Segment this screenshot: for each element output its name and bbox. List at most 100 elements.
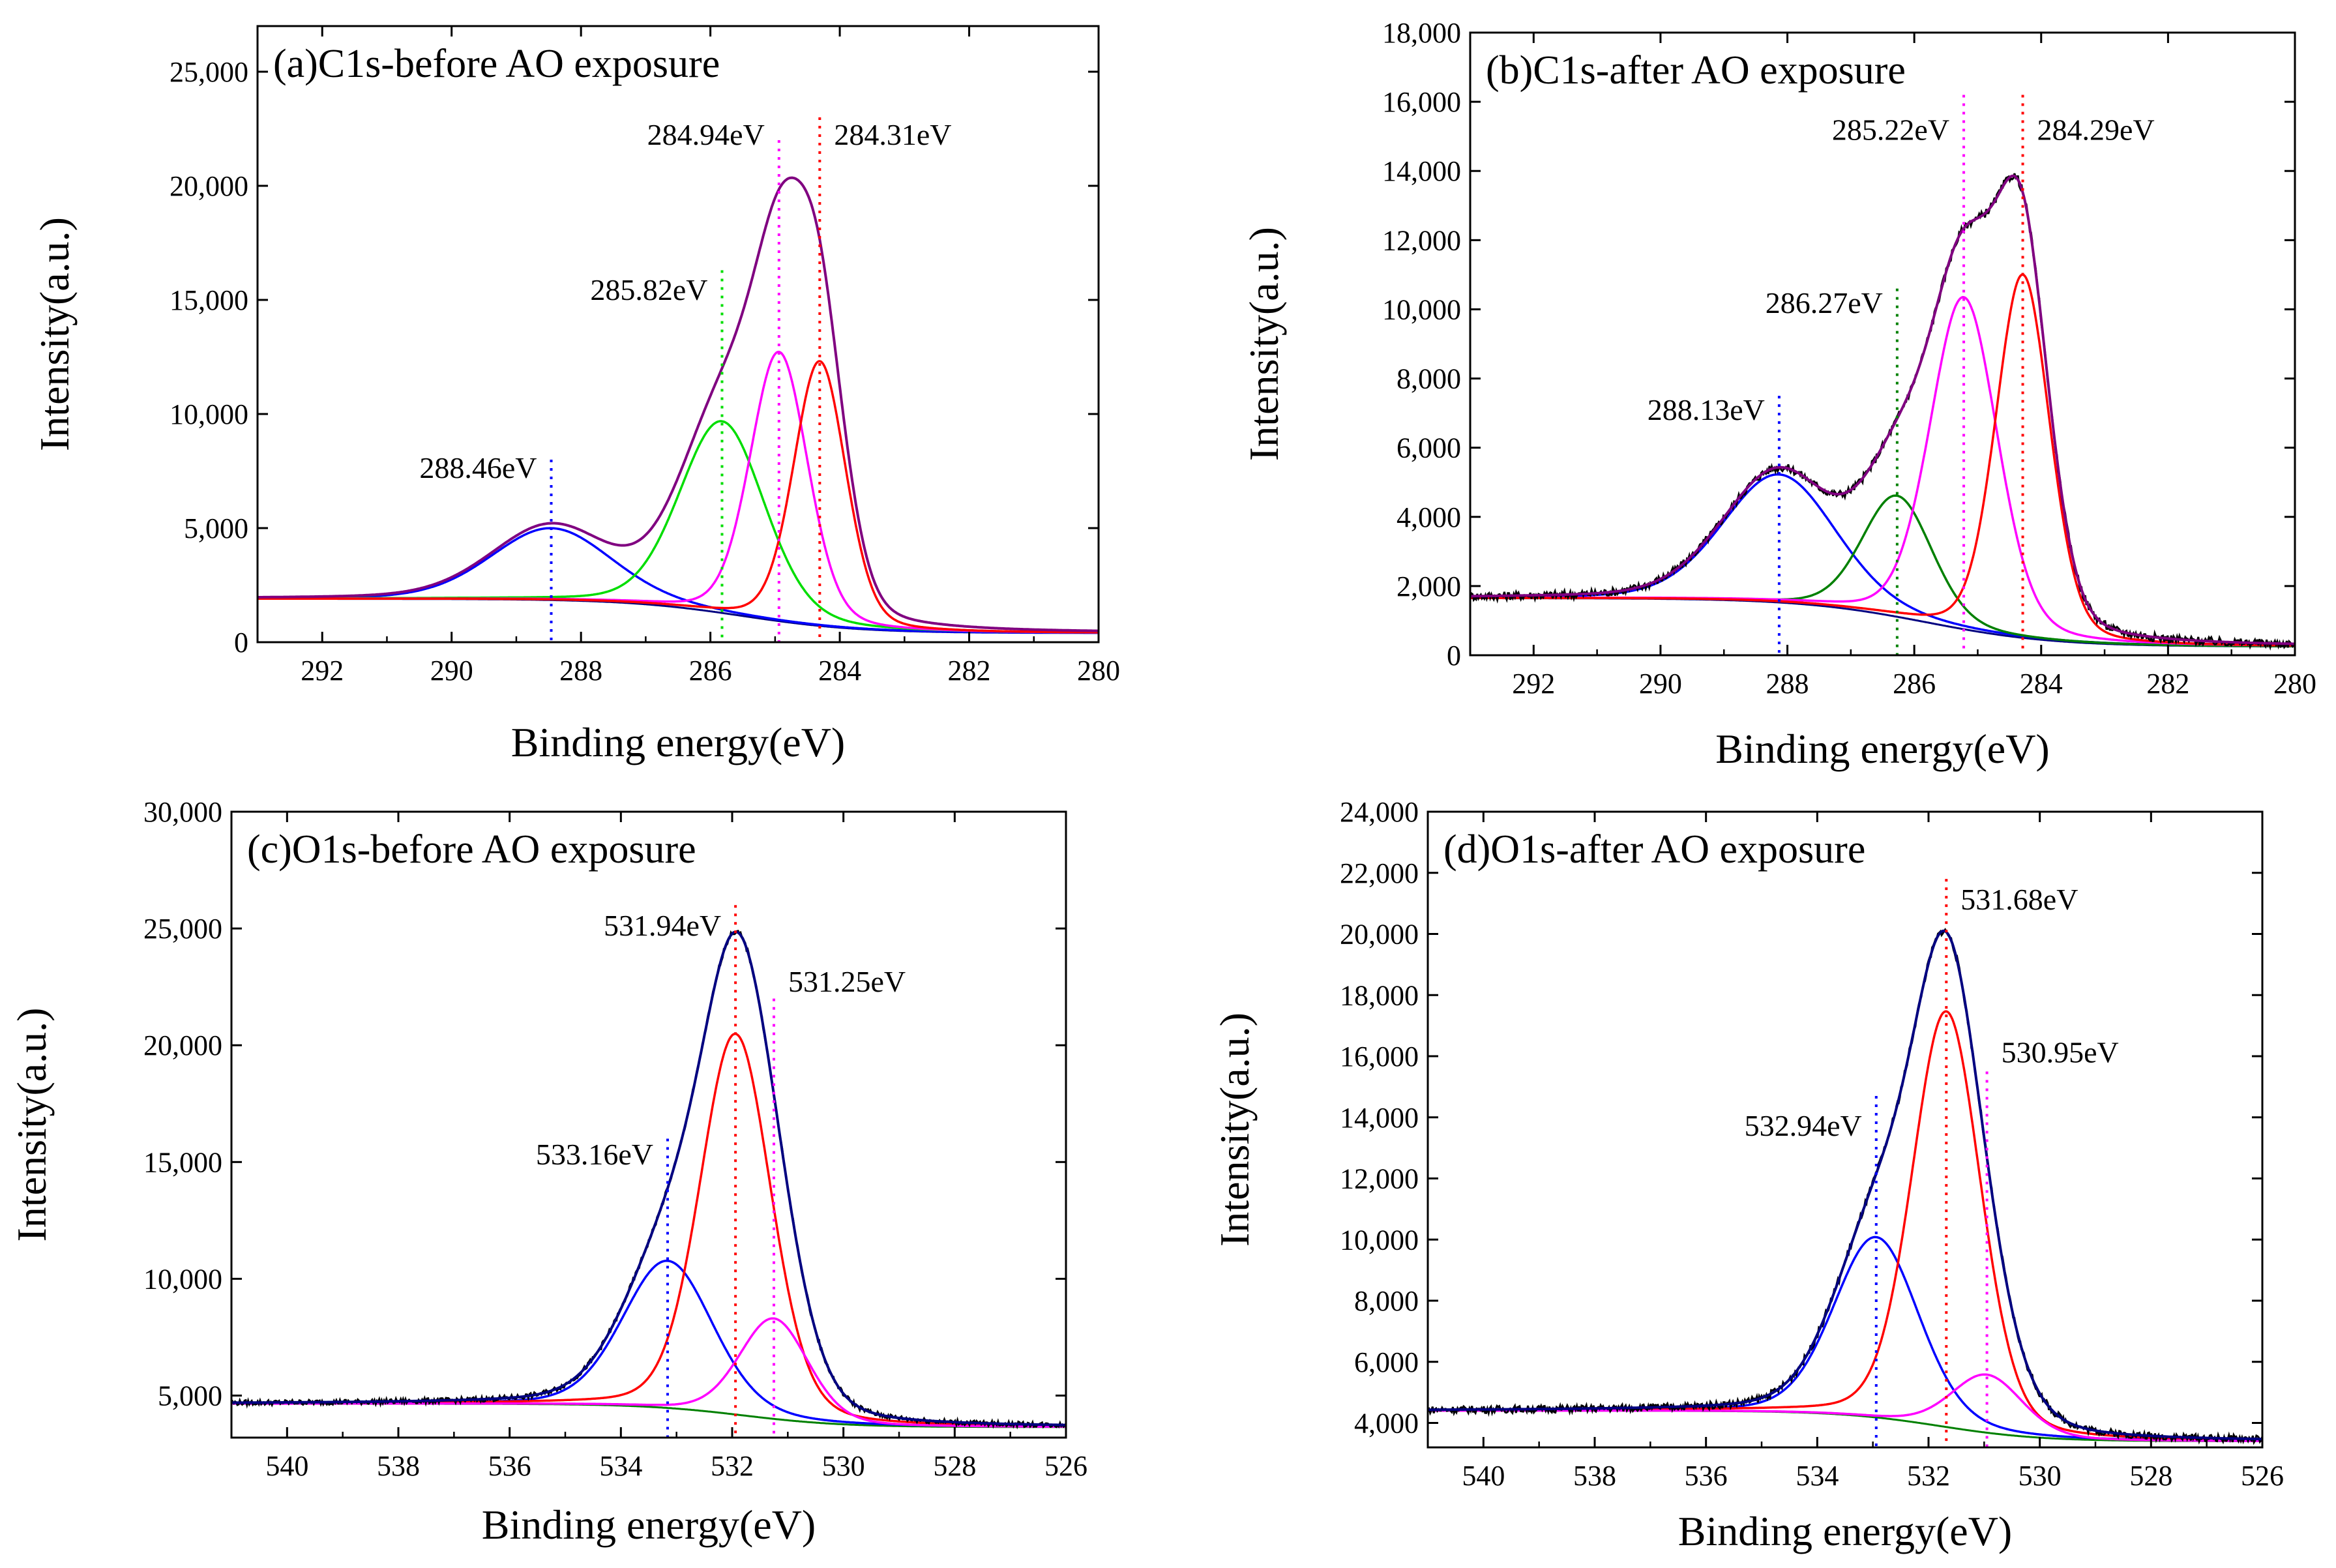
y-tick-label: 24,000 (1340, 796, 1419, 828)
y-tick-label: 22,000 (1340, 857, 1419, 889)
x-tick-label: 290 (1639, 668, 1682, 700)
y-axis-label: Intensity(a.u.) (31, 217, 78, 451)
raw-data-line (231, 930, 1066, 1430)
y-tick-label: 30,000 (143, 796, 222, 828)
component-curve (1428, 1010, 2262, 1442)
plot-area (1470, 173, 2295, 651)
y-tick-label: 16,000 (1340, 1041, 1419, 1072)
y-tick-label: 10,000 (1340, 1224, 1419, 1256)
peak-label: 284.31eV (834, 118, 951, 151)
component-curve (258, 527, 1099, 634)
x-tick-label: 538 (1573, 1460, 1616, 1492)
plot-frame (256, 25, 1100, 643)
peak-label: 288.13eV (1648, 393, 1765, 426)
x-tick-label: 288 (559, 655, 602, 687)
x-tick-label: 530 (822, 1450, 865, 1482)
x-tick-label: 540 (265, 1450, 308, 1482)
peak-label: 284.29eV (2037, 113, 2155, 146)
panel-c-o1s-before: 533.16eV 531.94eV 531.25eV 540 538 536 534 532 5… (8, 796, 1087, 1548)
x-tick-label: 528 (933, 1450, 976, 1482)
y-tick-label: 12,000 (1382, 224, 1461, 256)
plot-frame (230, 810, 1067, 1439)
x-axis-label: Binding energy(eV) (1715, 726, 2049, 772)
peak-label: 286.27eV (1766, 286, 1883, 319)
x-tick-label: 532 (1907, 1460, 1950, 1492)
y-tick-label: 8,000 (1354, 1285, 1419, 1317)
y-tick-label: 15,000 (143, 1146, 222, 1178)
y-tick-label: 6,000 (1354, 1346, 1419, 1378)
y-tick-label: 0 (234, 627, 248, 658)
y-tick-label: 6,000 (1397, 432, 1461, 464)
x-tick-label: 526 (2241, 1460, 2284, 1492)
y-tick-label: 25,000 (170, 56, 248, 88)
component-curve (231, 1317, 1066, 1428)
component-curve (231, 1033, 1066, 1427)
component-curve (1428, 1373, 2262, 1442)
peak-label: 531.68eV (1960, 883, 2078, 916)
peak-label: 288.46eV (419, 451, 537, 484)
panel-b-c1s-after: 288.13eV 286.27eV 285.22eV 284.29eV 292 290 28… (1241, 17, 2316, 772)
envelope-fit-line (1428, 929, 2262, 1441)
x-tick-label: 528 (2129, 1460, 2172, 1492)
y-tick-label: 14,000 (1382, 155, 1461, 187)
y-axis-label: Intensity(a.u.) (8, 1008, 55, 1242)
x-axis-label: Binding energy(eV) (1678, 1508, 2012, 1554)
component-curve (1470, 494, 2295, 647)
x-tick-label: 536 (1685, 1460, 1728, 1492)
peak-label: 531.25eV (788, 965, 906, 998)
x-tick-label: 534 (599, 1450, 642, 1482)
plot-frame (1427, 810, 2264, 1449)
y-tick-label: 10,000 (143, 1263, 222, 1295)
y-tick-label: 14,000 (1340, 1102, 1419, 1134)
y-tick-label: 2,000 (1397, 570, 1461, 602)
x-axis-label: Binding energy(eV) (482, 1501, 816, 1548)
panel-title: (d)O1s-after AO exposure (1443, 827, 1865, 872)
y-tick-label: 0 (1447, 640, 1461, 672)
raw-data-line (1470, 173, 2295, 651)
x-tick-label: 288 (1766, 668, 1809, 700)
y-tick-label: 18,000 (1340, 979, 1419, 1011)
y-axis-label: Intensity(a.u.) (1211, 1013, 1258, 1247)
panel-title: (c)O1s-before AO exposure (247, 827, 696, 872)
raw-data-line (258, 177, 1099, 632)
x-tick-label: 292 (1512, 668, 1555, 700)
peak-label: 532.94eV (1745, 1109, 1862, 1142)
x-tick-label: 286 (1893, 668, 1936, 700)
x-tick-label: 282 (948, 655, 991, 687)
x-tick-label: 540 (1462, 1460, 1505, 1492)
y-tick-label: 20,000 (143, 1029, 222, 1061)
component-curve (1470, 273, 2295, 647)
plot-area (1428, 928, 2262, 1445)
peak-label: 530.95eV (2002, 1035, 2119, 1069)
component-curve (1470, 473, 2295, 647)
x-tick-label: 284 (2020, 668, 2063, 700)
y-tick-label: 4,000 (1354, 1408, 1419, 1440)
x-tick-label: 282 (2146, 668, 2189, 700)
x-tick-label: 526 (1044, 1450, 1087, 1482)
y-tick-label: 12,000 (1340, 1163, 1419, 1195)
panel-title: (b)C1s-after AO exposure (1486, 48, 1906, 93)
y-tick-label: 5,000 (158, 1380, 222, 1412)
y-tick-label: 8,000 (1397, 363, 1461, 395)
raw-data-line (1428, 928, 2262, 1445)
y-tick-label: 10,000 (1382, 293, 1461, 325)
plot-area (231, 930, 1066, 1430)
y-tick-label: 25,000 (143, 913, 222, 945)
x-tick-label: 284 (818, 655, 861, 687)
envelope-fit-line (1470, 174, 2295, 645)
panel-title: (a)C1s-before AO exposure (273, 42, 720, 86)
x-tick-label: 280 (1077, 655, 1120, 687)
x-tick-label: 292 (301, 655, 344, 687)
y-tick-label: 18,000 (1382, 17, 1461, 49)
x-tick-label: 290 (430, 655, 473, 687)
envelope-fit-line (258, 176, 1099, 632)
y-tick-label: 15,000 (170, 284, 248, 316)
x-tick-label: 532 (711, 1450, 754, 1482)
x-axis-label: Binding energy(eV) (511, 719, 845, 765)
peak-label: 285.22eV (1832, 113, 1949, 146)
y-axis-label: Intensity(a.u.) (1241, 227, 1287, 461)
component-curve (258, 360, 1099, 634)
y-tick-label: 16,000 (1382, 86, 1461, 118)
x-tick-label: 536 (488, 1450, 531, 1482)
